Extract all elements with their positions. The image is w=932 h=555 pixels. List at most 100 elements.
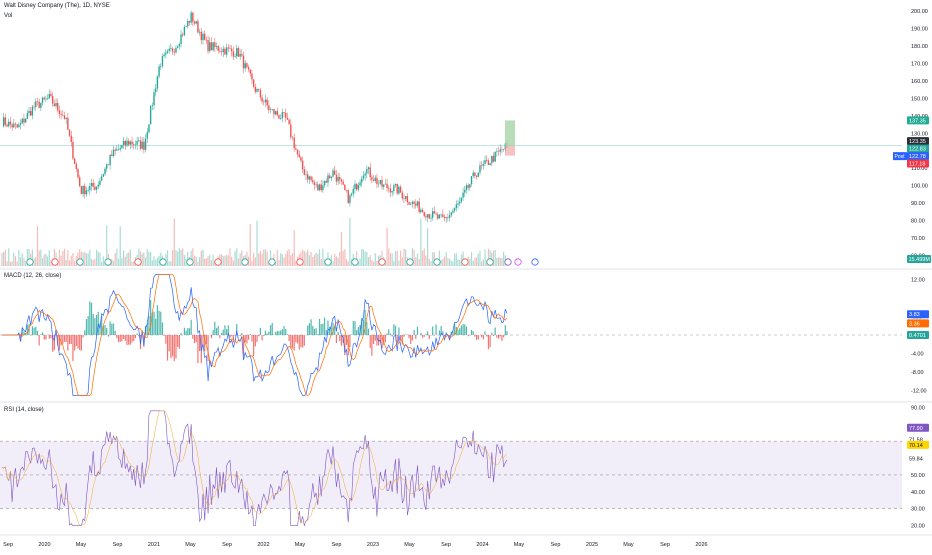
event-marker-upcoming[interactable] [515, 259, 521, 265]
macd-histogram-bar [289, 335, 290, 341]
event-marker-upcoming[interactable] [505, 259, 511, 265]
earnings-marker[interactable] [325, 259, 331, 265]
earnings-marker[interactable] [187, 259, 193, 265]
earnings-marker[interactable] [160, 259, 166, 265]
macd-pane[interactable] [0, 275, 902, 396]
volume-bar [50, 260, 51, 266]
volume-bar [454, 254, 455, 266]
earnings-marker[interactable] [379, 259, 385, 265]
price-badge-label: 123.35 [909, 139, 926, 145]
earnings-marker[interactable] [487, 259, 493, 265]
volume-bar [251, 261, 252, 266]
macd-histogram-bar [351, 334, 352, 335]
earnings-marker[interactable] [269, 259, 275, 265]
volume-bar [5, 250, 6, 266]
volume-bar [229, 248, 230, 266]
macd-label[interactable]: MACD (12, 26, close) [4, 273, 61, 279]
price-candle [229, 49, 230, 50]
rsi-label[interactable]: RSI (14, close) [4, 407, 44, 413]
price-candle [140, 140, 141, 148]
price-candle [128, 141, 129, 145]
macd-badge-label: 3.83 [909, 312, 920, 318]
earnings-marker[interactable] [77, 259, 83, 265]
price-candle [251, 74, 252, 80]
price-candle [101, 177, 102, 181]
rsi-tick-label: 50.00 [911, 473, 925, 479]
macd-histogram-bar [180, 333, 181, 335]
macd-histogram-bar [390, 334, 391, 335]
price-tick-label: 100.00 [911, 184, 928, 190]
volume-bar [481, 262, 482, 266]
price-pane[interactable] [0, 11, 902, 223]
volume-bar [180, 250, 181, 266]
earnings-marker[interactable] [27, 259, 33, 265]
volume-bar [184, 255, 185, 266]
price-candle [5, 117, 6, 124]
price-candle [454, 208, 455, 211]
earnings-marker[interactable] [407, 259, 413, 265]
macd-histogram-bar [211, 335, 212, 338]
earnings-marker[interactable] [105, 259, 111, 265]
macd-histogram-bar [104, 325, 105, 335]
volume-bar [167, 250, 168, 266]
position-loss-zone[interactable] [505, 146, 515, 156]
volume-bar [294, 230, 295, 266]
price-candle [160, 66, 161, 67]
symbol-title[interactable]: Walt Disney Company (The), 1D, NYSE [4, 3, 110, 9]
macd-histogram-bar [407, 334, 408, 335]
price-candle [364, 174, 365, 176]
volume-label[interactable]: Vol [4, 13, 12, 19]
event-marker-upcoming[interactable] [532, 259, 538, 265]
macd-histogram-bar [408, 335, 409, 338]
earnings-marker[interactable] [352, 259, 358, 265]
macd-histogram-bar [280, 330, 281, 335]
macd-histogram-bar [304, 335, 305, 346]
price-candle [336, 175, 337, 182]
time-axis-label: Sep [113, 542, 123, 548]
earnings-marker[interactable] [242, 259, 248, 265]
position-profit-zone[interactable] [505, 120, 515, 145]
earnings-marker[interactable] [297, 259, 303, 265]
price-candle [429, 214, 430, 218]
rsi-pane[interactable] [0, 411, 902, 526]
volume-bar [84, 252, 85, 266]
macd-histogram-bar [27, 325, 28, 335]
volume-bar [145, 258, 146, 266]
price-candle [447, 217, 448, 218]
price-candle [295, 148, 296, 149]
macd-histogram-bar [490, 335, 491, 347]
volume-bar [473, 261, 474, 266]
volume-bar [483, 259, 484, 266]
earnings-marker[interactable] [434, 259, 440, 265]
volume-bar [334, 254, 335, 266]
earnings-marker[interactable] [135, 259, 141, 265]
price-candle [216, 46, 217, 47]
volume-bar [49, 250, 50, 266]
price-candle [133, 144, 134, 145]
price-candle [484, 160, 485, 164]
macd-histogram-bar [486, 335, 487, 337]
time-axis-label: May [76, 542, 87, 548]
macd-histogram-bar [94, 318, 95, 335]
price-candle [469, 184, 470, 188]
price-candle [478, 173, 479, 177]
time-axis-label: Sep [551, 542, 561, 548]
macd-histogram-bar [302, 335, 303, 348]
price-candle [170, 48, 171, 49]
price-candle [288, 120, 289, 125]
earnings-marker[interactable] [52, 259, 58, 265]
price-candle [131, 142, 132, 145]
price-candle [27, 113, 28, 119]
price-candle [69, 130, 70, 136]
macd-histogram-bar [356, 330, 357, 335]
price-candle [461, 197, 462, 201]
price-candle [440, 215, 441, 216]
earnings-marker[interactable] [215, 259, 221, 265]
macd-tick-label: -12.00 [911, 389, 927, 395]
volume-bar [430, 261, 431, 266]
price-candle [395, 184, 396, 185]
earnings-marker[interactable] [462, 259, 468, 265]
price-candle [246, 63, 247, 67]
